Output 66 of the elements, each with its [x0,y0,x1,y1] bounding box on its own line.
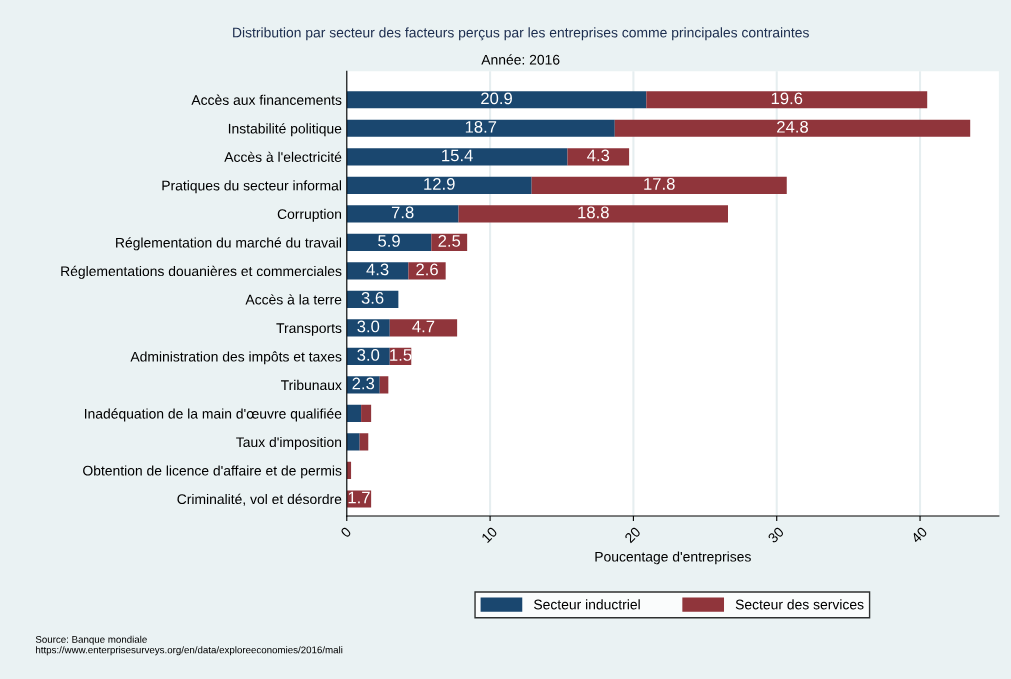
x-tick-label: 30 [767,526,785,544]
bar [379,376,389,394]
data-label: 4.3 [366,263,389,276]
bar [346,290,399,308]
data-label: 3.0 [357,320,380,333]
y-tick-label: Tribunaux [280,379,342,391]
data-label: 4.7 [412,320,435,333]
y-tick-label: Réglementations douanières et commerciales [61,265,342,279]
data-label: 2.3 [352,377,375,390]
legend-label: Secteur inductriel [534,599,640,610]
x-tick-label: 20 [624,526,642,544]
data-label: 18.7 [465,120,497,133]
data-label: 1.7 [348,491,370,504]
y-tick-label: Réglementation du marché du travail [116,237,341,251]
y-tick-label: Administration des impôts et taxes [130,351,342,365]
y-tick-label: Instabilité politique [228,123,342,137]
data-label: 2.5 [438,235,461,247]
bar [346,205,459,223]
x-tick-label: 10 [481,526,498,544]
bar [531,176,787,194]
data-label: 5.9 [378,235,400,247]
bar [567,148,630,166]
y-tick-label: Transports [276,323,342,336]
data-label: 3.6 [361,292,384,304]
bar [389,319,458,337]
bar [346,91,647,109]
x-axis-title: Poucentage d'entreprises [595,551,751,565]
y-tick-label: Taux d'imposition [236,436,342,450]
x-tick-label: 0 [340,526,352,539]
data-label: 19.6 [771,92,803,105]
data-label: 7.8 [391,206,414,219]
data-label: 2.6 [416,263,438,276]
y-tick-label: Obtention de licence d'affaire et de permis [83,465,342,479]
legend-label: Secteur des services [735,599,864,610]
data-label: 4.3 [587,149,610,162]
chart-subtitle: Année: 2016 [481,54,560,65]
bar [346,148,568,166]
bar [346,176,532,194]
data-label: 12.9 [424,178,455,190]
bar [346,433,360,451]
bar [646,91,928,109]
bar [346,233,432,251]
bar [359,433,369,451]
bar [346,119,615,137]
y-tick-label: Inadéquation de la main d'œuvre qualifiée [84,408,342,422]
bar [458,205,728,223]
x-tick-label: 40 [910,526,928,544]
data-label: 17.8 [644,178,675,190]
source-note: Source: Banque mondiale https://www.enterprisesurveys.org/en/data/exploreeconomies/2016/mali [35,635,343,656]
y-tick-label: Accès à la terre [245,294,342,305]
y-tick-label: Accès à l'electricité [224,151,342,162]
bar [346,461,352,479]
chart-title: Distribution par secteur des facteurs perçus par les entreprises comme principales contraintes [233,27,809,41]
data-label: 15.4 [442,149,473,162]
y-tick-label: Accès aux financements [191,94,342,105]
data-label: 3.0 [357,349,380,361]
data-label: 20.9 [481,92,512,105]
data-label: 18.8 [578,206,609,219]
bar [346,262,409,280]
bar [614,119,971,137]
data-label: 24.8 [777,120,808,133]
y-tick-label: Corruption [277,208,342,222]
bar [346,404,362,422]
y-tick-label: Pratiques du secteur informal [162,180,341,194]
bar [361,404,372,422]
y-tick-label: Criminalité, vol et désordre [177,493,342,506]
